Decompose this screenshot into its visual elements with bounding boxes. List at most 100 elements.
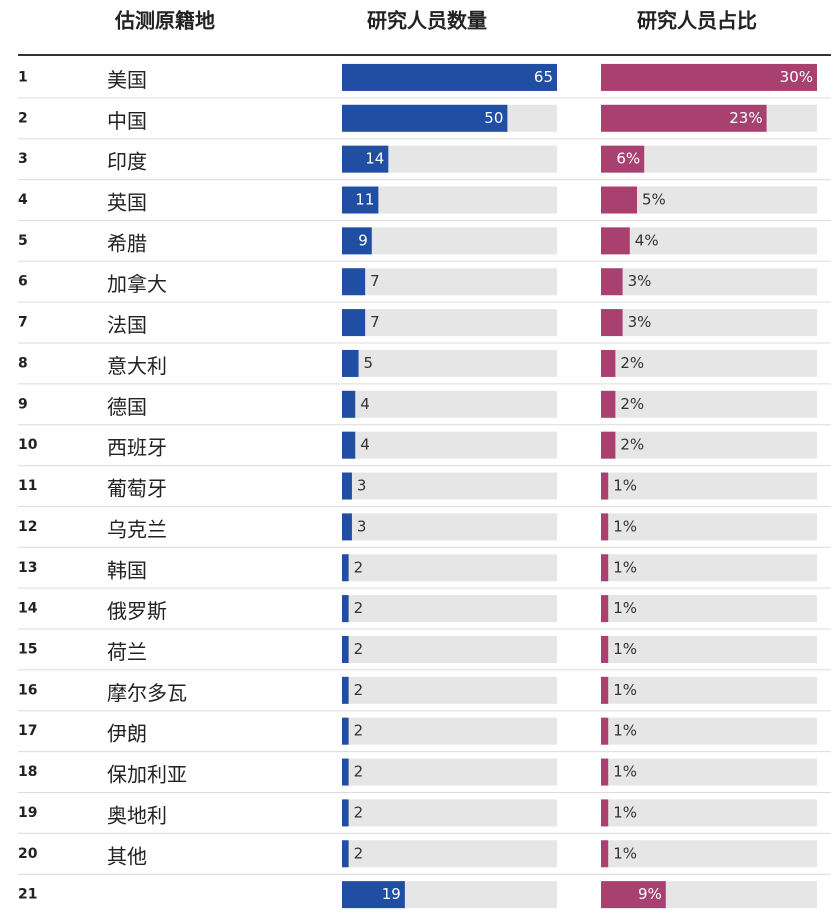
bar	[342, 227, 372, 255]
country: 法国	[107, 313, 147, 337]
bar	[342, 758, 349, 786]
value-label: 2	[354, 681, 364, 699]
bar-track	[342, 676, 557, 704]
bar	[342, 349, 359, 377]
country: 荷兰	[107, 640, 147, 664]
country: 摩尔多瓦	[107, 681, 187, 705]
rank: 15	[18, 641, 37, 657]
rank: 17	[18, 723, 37, 739]
column-header: 研究人员数量	[367, 9, 487, 33]
rank: 19	[18, 805, 37, 821]
bar-track	[342, 309, 557, 337]
bar	[601, 472, 609, 500]
value-label: 14	[365, 150, 384, 168]
bar	[601, 717, 609, 745]
bar-track	[342, 472, 557, 500]
value-label: 2	[354, 803, 364, 821]
bar	[342, 881, 405, 909]
bar-track	[342, 758, 557, 786]
bar-track	[601, 554, 817, 582]
value-label: 65	[534, 68, 553, 86]
rank: 6	[18, 274, 28, 290]
column-header: 研究人员占比	[637, 9, 757, 33]
bar-track	[601, 513, 817, 541]
rank: 3	[18, 151, 28, 167]
value-label: 1%	[613, 558, 637, 576]
bar	[601, 676, 609, 704]
country: 乌克兰	[107, 517, 167, 541]
country: 印度	[107, 150, 147, 174]
country: 意大利	[107, 354, 167, 378]
rank: 12	[18, 519, 37, 535]
bar	[342, 309, 366, 337]
rank: 20	[18, 846, 38, 862]
rank: 10	[18, 437, 38, 453]
value-label: 4%	[635, 231, 659, 249]
bar	[601, 186, 637, 214]
rank: 1	[18, 69, 28, 85]
bar-track	[342, 227, 557, 255]
bar	[342, 676, 349, 704]
value-label: 2	[354, 722, 364, 740]
value-label: 4	[360, 395, 370, 413]
country: 韩国	[107, 558, 147, 582]
rank: 9	[18, 396, 28, 412]
rank: 11	[18, 478, 37, 494]
bar	[342, 513, 352, 541]
value-label: 6%	[616, 150, 640, 168]
bar	[342, 595, 349, 623]
value-label: 3	[357, 517, 367, 535]
country: 加拿大	[107, 272, 167, 296]
bar-track	[601, 431, 817, 459]
country: 英国	[107, 191, 147, 215]
bar	[601, 881, 666, 909]
value-label: 1%	[613, 477, 637, 495]
country: 葡萄牙	[107, 477, 167, 501]
value-label: 1%	[613, 763, 637, 781]
bar-track	[342, 595, 557, 623]
bar-track	[601, 309, 817, 337]
bar	[601, 513, 609, 541]
bar-track	[342, 513, 557, 541]
value-label: 2	[354, 599, 364, 617]
rank: 13	[18, 560, 37, 576]
bar-track	[601, 472, 817, 500]
bar	[601, 799, 609, 827]
value-label: 50	[484, 109, 503, 127]
value-label: 2	[354, 763, 364, 781]
value-label: 4	[360, 436, 370, 454]
value-label: 9%	[638, 885, 662, 903]
bar	[601, 349, 616, 377]
value-label: 19	[382, 885, 401, 903]
country: 希腊	[107, 231, 147, 255]
value-label: 1%	[613, 599, 637, 617]
bar-track	[342, 431, 557, 459]
bar	[342, 145, 389, 173]
bar	[342, 63, 557, 91]
bar	[342, 390, 356, 418]
bar-track	[601, 268, 817, 296]
value-label: 1%	[613, 640, 637, 658]
value-label: 3	[357, 477, 367, 495]
bar	[601, 554, 609, 582]
value-label: 3%	[628, 272, 652, 290]
bar-track	[601, 799, 817, 827]
rank: 8	[18, 355, 28, 371]
value-label: 1%	[613, 517, 637, 535]
bar	[601, 758, 609, 786]
rank: 14	[18, 601, 38, 617]
bar	[601, 63, 817, 91]
value-label: 3%	[628, 313, 652, 331]
value-label: 1%	[613, 722, 637, 740]
bar	[342, 840, 349, 868]
bar-track	[342, 799, 557, 827]
value-label: 1%	[613, 803, 637, 821]
value-label: 11	[355, 191, 374, 209]
value-label: 2	[354, 558, 364, 576]
country: 中国	[107, 109, 147, 133]
bar	[342, 268, 366, 296]
rank: 16	[18, 682, 37, 698]
bar-track	[342, 635, 557, 663]
bar	[601, 227, 630, 255]
bar	[601, 390, 616, 418]
